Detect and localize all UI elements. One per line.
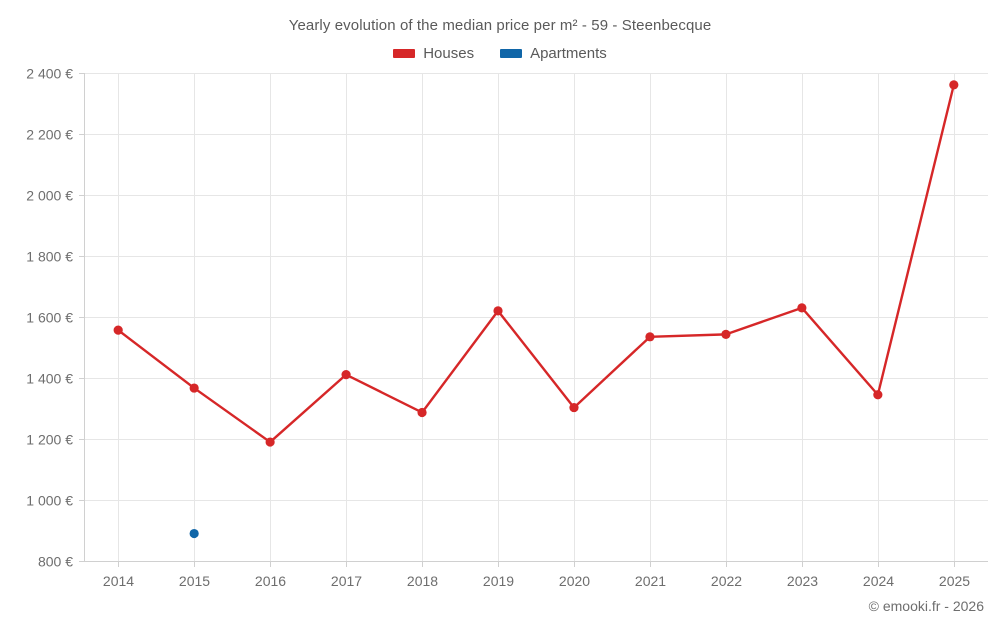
x-tick-label: 2019 xyxy=(483,573,514,589)
legend-label-apartments: Apartments xyxy=(530,45,607,62)
y-tick-label: 1 000 € xyxy=(26,493,73,509)
x-tick-label: 2025 xyxy=(939,573,970,589)
x-axis-tick-labels: 2014 2015 2016 2017 2018 2019 2020 2021 2022 2023… xyxy=(103,573,970,589)
x-tick-label: 2021 xyxy=(635,573,666,589)
x-gridlines xyxy=(84,73,988,567)
page-title: Yearly evolution of the median price per… xyxy=(288,17,712,34)
y-tick-label: 2 400 € xyxy=(26,66,73,82)
data-point[interactable]: 2022: 1543 € xyxy=(721,329,731,339)
x-tick-label: 2016 xyxy=(255,573,286,589)
y-tick-label: 1 600 € xyxy=(26,310,73,326)
x-tick-label: 2020 xyxy=(559,573,590,589)
x-tick-label: 2022 xyxy=(711,573,742,589)
x-tick-label: 2017 xyxy=(331,573,362,589)
footer-credit: © emooki.fr - 2026 xyxy=(868,598,984,614)
data-point[interactable]: 2015: 1367 € xyxy=(189,383,199,393)
y-tick-label: 1 800 € xyxy=(26,249,73,265)
y-axis-tick-labels: 800 € 1 000 € 1 200 € 1 400 € 1 600 € 1 800 €… xyxy=(26,66,73,570)
data-point[interactable]: 2021: 1535 € xyxy=(645,332,655,342)
data-point[interactable]: 2025: 2361 € xyxy=(949,80,959,90)
y-tick-label: 800 € xyxy=(38,554,73,570)
legend-swatch-houses xyxy=(393,49,416,58)
y-gridlines xyxy=(79,73,988,562)
data-point[interactable]: 2020: 1303 € xyxy=(569,402,579,413)
legend-swatch-apartments xyxy=(500,49,523,58)
legend-item-apartments[interactable]: Apartments xyxy=(500,45,607,62)
y-tick-label: 2 200 € xyxy=(26,127,73,143)
x-tick-label: 2018 xyxy=(407,573,438,589)
x-tick-label: 2014 xyxy=(103,573,134,589)
chart-legend: Houses Apartments xyxy=(0,45,1000,62)
y-tick-label: 1 200 € xyxy=(26,432,73,448)
legend-label-houses: Houses xyxy=(423,45,475,62)
x-tick-label: 2015 xyxy=(179,573,210,589)
series-apartments: 2015: 890 € xyxy=(189,528,199,539)
x-tick-label: 2024 xyxy=(863,573,894,589)
series-houses: 2014: 1557 € 2015: 1367 € 2016: 1190 € 2017… xyxy=(113,80,959,447)
series-line-houses xyxy=(116,83,956,444)
data-point[interactable]: 2014: 1557 € xyxy=(113,325,123,335)
data-point[interactable]: 2023: 1630 € xyxy=(797,303,807,313)
data-point[interactable]: 2017: 1411 € xyxy=(341,370,351,380)
data-point[interactable]: 2024: 1345 € xyxy=(873,390,883,400)
data-point[interactable]: 2016: 1190 € xyxy=(265,437,275,447)
legend-item-houses[interactable]: Houses xyxy=(393,45,474,62)
y-tick-label: 1 400 € xyxy=(26,371,73,387)
data-point[interactable]: 2015: 890 € xyxy=(189,528,199,539)
data-point[interactable]: 2018: 1287 € xyxy=(417,407,427,418)
x-tick-label: 2023 xyxy=(787,573,818,589)
y-tick-label: 2 000 € xyxy=(26,188,73,204)
